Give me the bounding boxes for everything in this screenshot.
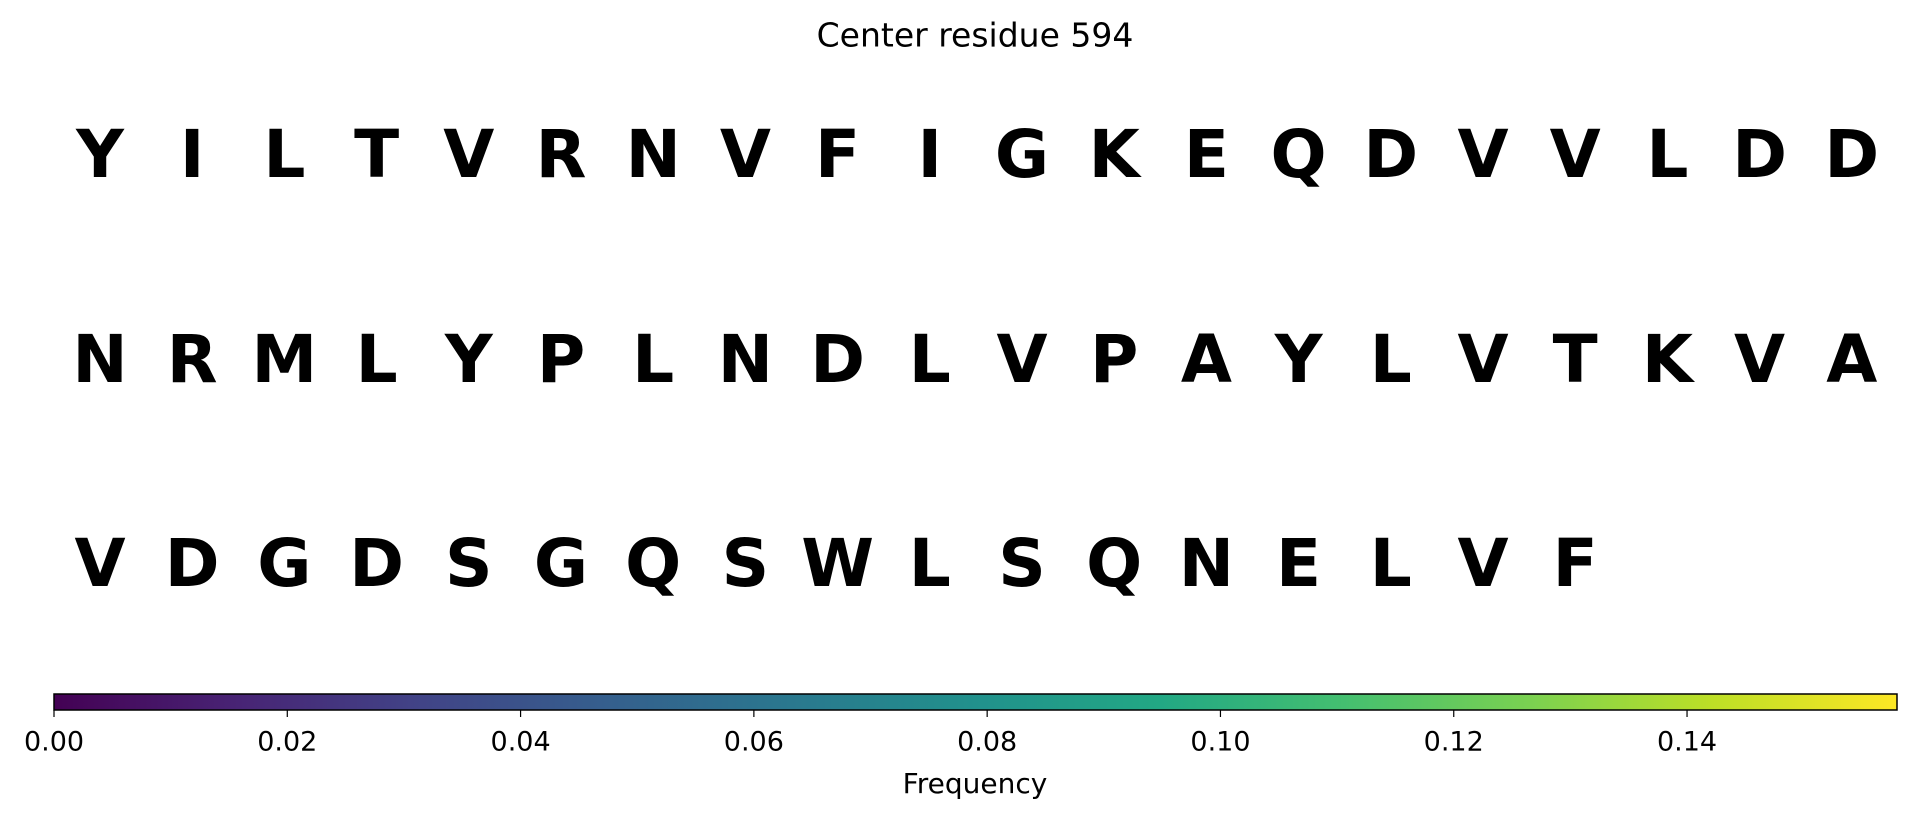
residue-letter: M bbox=[252, 321, 318, 398]
residue-letter: W bbox=[801, 525, 874, 602]
residue-letter: Y bbox=[75, 116, 125, 193]
residue-letter: F bbox=[1553, 525, 1598, 602]
residue-letter: N bbox=[626, 116, 681, 193]
residue-letter: Y bbox=[444, 321, 494, 398]
colorbar-tick-label: 0.06 bbox=[724, 727, 784, 758]
residue-letter: G bbox=[257, 525, 311, 602]
residue-letter: G bbox=[534, 525, 588, 602]
colorbar-tick-label: 0.04 bbox=[491, 727, 551, 758]
residue-letter: Q bbox=[625, 525, 681, 602]
residue-letter: P bbox=[1090, 321, 1138, 398]
residue-letter: S bbox=[998, 525, 1046, 602]
residue-letter: D bbox=[810, 321, 865, 398]
residue-letter: F bbox=[815, 116, 860, 193]
colorbar-tick-label: 0.10 bbox=[1190, 727, 1250, 758]
residue-letter: S bbox=[445, 525, 493, 602]
residue-letter: D bbox=[1732, 116, 1787, 193]
residue-letter: E bbox=[1276, 525, 1321, 602]
residue-letter: V bbox=[1550, 116, 1601, 193]
colorbar-tick-label: 0.14 bbox=[1657, 727, 1717, 758]
residue-letter: I bbox=[180, 116, 205, 193]
residue-letter: I bbox=[918, 116, 943, 193]
residue-letter: N bbox=[718, 321, 773, 398]
residue-letter: R bbox=[167, 321, 218, 398]
residue-letter: V bbox=[1457, 116, 1508, 193]
chart-title: Center residue 594 bbox=[817, 16, 1134, 55]
residue-letter: V bbox=[1457, 525, 1508, 602]
residue-letter: A bbox=[1826, 321, 1877, 398]
residue-letter: K bbox=[1089, 116, 1143, 193]
residue-letter: D bbox=[1824, 116, 1879, 193]
residue-letter: D bbox=[349, 525, 404, 602]
residue-letter: L bbox=[1370, 321, 1412, 398]
residue-letter: P bbox=[537, 321, 585, 398]
residue-letter: S bbox=[722, 525, 770, 602]
residue-letter: Y bbox=[1274, 321, 1324, 398]
residue-letter: K bbox=[1642, 321, 1696, 398]
colorbar-tick-label: 0.08 bbox=[957, 727, 1017, 758]
colorbar-tick-label: 0.12 bbox=[1424, 727, 1484, 758]
colorbar-label: Frequency bbox=[903, 767, 1048, 800]
residue-letter: Q bbox=[1086, 525, 1142, 602]
residue-letter: T bbox=[1553, 321, 1598, 398]
residue-letter: L bbox=[909, 321, 951, 398]
residue-letter: R bbox=[536, 116, 587, 193]
residue-letter: L bbox=[632, 321, 674, 398]
residue-letter: V bbox=[1457, 321, 1508, 398]
residue-letter: V bbox=[720, 116, 771, 193]
residue-letter: V bbox=[443, 116, 494, 193]
residue-letter: L bbox=[356, 321, 398, 398]
residue-letter: L bbox=[1370, 525, 1412, 602]
residue-letter: L bbox=[909, 525, 951, 602]
residue-letter: D bbox=[165, 525, 220, 602]
residue-letter: V bbox=[1734, 321, 1785, 398]
residue-letter: L bbox=[1646, 116, 1688, 193]
residue-letter: V bbox=[996, 321, 1047, 398]
residue-letter: N bbox=[72, 321, 127, 398]
residue-letter: L bbox=[263, 116, 305, 193]
residue-letter: A bbox=[1181, 321, 1232, 398]
residue-letter: V bbox=[74, 525, 125, 602]
residue-letter: D bbox=[1363, 116, 1418, 193]
colorbar-tick-label: 0.02 bbox=[257, 727, 317, 758]
residue-letter: T bbox=[354, 116, 399, 193]
residue-letter: Q bbox=[1271, 116, 1327, 193]
colorbar bbox=[53, 693, 1898, 711]
colorbar-tick-label: 0.00 bbox=[24, 727, 84, 758]
residue-letter: N bbox=[1179, 525, 1234, 602]
residue-letter: E bbox=[1184, 116, 1229, 193]
residue-letter: G bbox=[995, 116, 1049, 193]
